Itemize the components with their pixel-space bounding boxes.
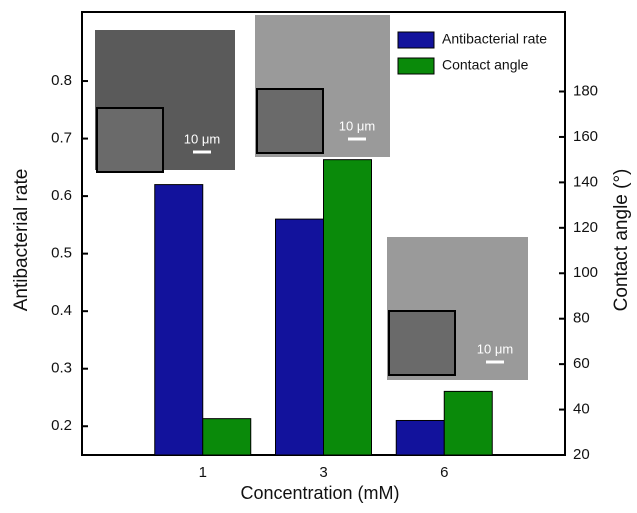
y-tick-label: 0.4	[51, 302, 72, 319]
y2-tick-label: 160	[573, 128, 598, 145]
scale-label: 10 μm	[184, 131, 220, 146]
y2-axis-title: Contact angle (°)	[611, 169, 632, 312]
sem-inset	[388, 310, 456, 376]
y2-tick-label: 80	[573, 310, 590, 327]
y2-tick-label: 120	[573, 219, 598, 236]
y-tick-label: 0.6	[51, 187, 72, 204]
y2-tick-label: 140	[573, 173, 598, 190]
y-tick-label: 0.3	[51, 360, 72, 377]
bar	[202, 418, 252, 456]
x-axis-title: Concentration (mM)	[240, 483, 399, 503]
y2-tick-label: 100	[573, 264, 598, 281]
x-tick-label: 1	[199, 464, 207, 481]
y-tick-label: 0.8	[51, 72, 72, 89]
y-tick-label: 0.7	[51, 130, 72, 147]
y2-tick-label: 40	[573, 401, 590, 418]
legend-swatch	[397, 31, 435, 49]
y2-tick-label: 60	[573, 355, 590, 372]
y2-tick-label: 20	[573, 446, 590, 463]
x-tick-label: 6	[440, 464, 448, 481]
bar	[323, 159, 372, 456]
bar	[395, 419, 445, 456]
y-axis-title: Antibacterial rate	[11, 169, 32, 312]
legend-label: Contact angle	[442, 57, 529, 73]
scale-label: 10 μm	[477, 341, 513, 356]
sem-inset	[96, 107, 164, 173]
bar	[275, 218, 324, 456]
y2-tick-label: 180	[573, 82, 598, 99]
sem-inset	[256, 88, 324, 154]
x-tick-label: 3	[319, 464, 327, 481]
y-tick-label: 0.2	[51, 417, 72, 434]
bar	[154, 184, 204, 456]
legend-label: Antibacterial rate	[442, 31, 547, 47]
y-tick-label: 0.5	[51, 245, 72, 262]
scale-label: 10 μm	[339, 118, 375, 133]
bar	[443, 390, 493, 456]
legend-swatch	[397, 57, 435, 75]
